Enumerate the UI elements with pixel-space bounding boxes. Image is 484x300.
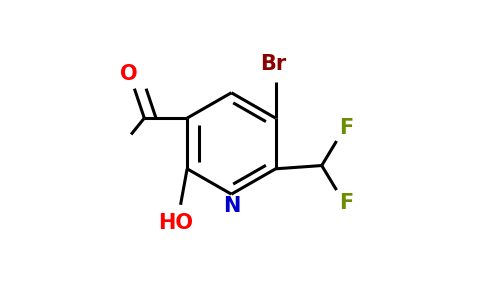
Text: Br: Br bbox=[260, 54, 286, 74]
Text: O: O bbox=[121, 64, 138, 84]
Text: N: N bbox=[223, 196, 240, 216]
Text: F: F bbox=[339, 118, 353, 138]
Text: HO: HO bbox=[158, 213, 193, 233]
Text: F: F bbox=[339, 193, 353, 213]
